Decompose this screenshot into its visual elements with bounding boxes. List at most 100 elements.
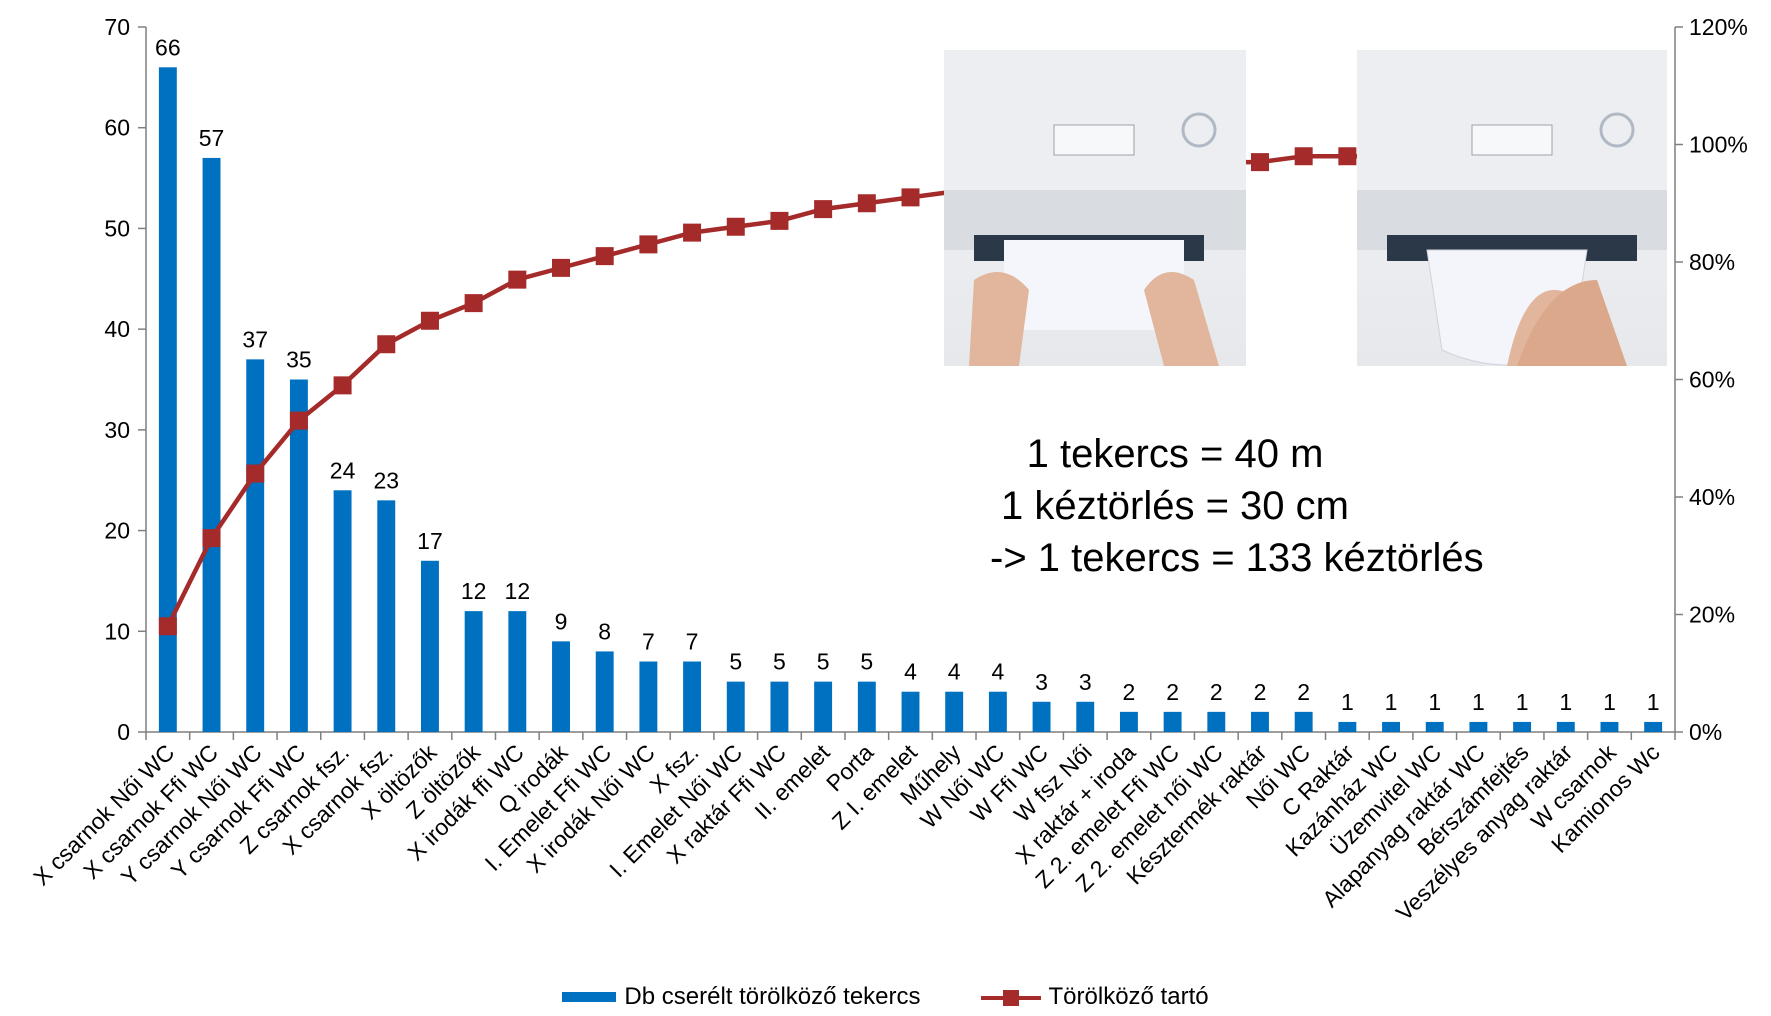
y-left-tick-label: 50 (104, 215, 130, 241)
bar-value-label: 24 (330, 457, 356, 483)
line-marker (683, 223, 702, 242)
line-marker (464, 294, 483, 313)
y-right-tick-label: 20% (1689, 602, 1735, 628)
bar (1338, 721, 1357, 732)
y-left-tick-label: 40 (104, 316, 130, 342)
y-right-tick-label: 0% (1689, 719, 1722, 745)
bar-value-label: 1 (1385, 689, 1398, 715)
line-marker (552, 258, 571, 277)
bar (202, 157, 221, 732)
bar (464, 611, 483, 732)
bar (1163, 711, 1182, 732)
bar-value-label: 12 (461, 578, 487, 604)
y-left-tick-label: 60 (104, 115, 130, 141)
bar-value-label: 1 (1341, 689, 1354, 715)
y-left-tick-label: 20 (104, 518, 130, 544)
bar (1119, 711, 1138, 732)
bar (1294, 711, 1313, 732)
bar (421, 560, 439, 732)
line-marker (508, 270, 527, 289)
bar-value-label: 4 (991, 659, 1004, 685)
y-right-tick-label: 80% (1689, 249, 1735, 275)
note-line-1: 1 tekercs = 40 m (1026, 432, 1324, 476)
bar-value-label: 9 (555, 608, 568, 634)
line-marker (726, 217, 745, 236)
bar-value-label: 1 (1647, 689, 1660, 715)
y-right-tick-label: 120% (1689, 14, 1748, 40)
line-marker (639, 235, 658, 254)
chart-legend: Db cserélt törölköző tekercs Törölköző t… (0, 983, 1771, 1011)
y-right-tick-label: 40% (1689, 484, 1735, 510)
line-marker (289, 411, 308, 430)
bar (333, 490, 352, 732)
bar-value-label: 7 (686, 629, 699, 655)
line-marker (333, 376, 352, 395)
line-marker (901, 188, 920, 207)
bar-value-label: 2 (1254, 679, 1267, 705)
bar-value-label: 4 (948, 659, 961, 685)
bar (158, 67, 177, 733)
y-right-tick-label: 60% (1689, 367, 1735, 393)
bar (683, 661, 702, 732)
bar-value-label: 1 (1603, 689, 1616, 715)
line-marker (202, 529, 221, 548)
bar-value-label: 1 (1516, 689, 1529, 715)
line-marker (814, 200, 833, 219)
bar-value-label: 3 (1079, 669, 1092, 695)
line-marker (158, 617, 177, 636)
line-marker (377, 335, 396, 354)
bar-value-label: 5 (860, 649, 873, 675)
bar (508, 611, 527, 732)
bar-value-label: 1 (1428, 689, 1441, 715)
bar (289, 379, 308, 732)
bar-value-label: 2 (1210, 679, 1223, 705)
y-right-tick-label: 100% (1689, 132, 1748, 158)
line-marker (246, 464, 265, 483)
y-left-tick-label: 30 (104, 417, 130, 443)
roll-conversion-note: 1 tekercs = 40 m 1 kéztörlés = 30 cm -> … (990, 428, 1484, 584)
line-marker (420, 311, 439, 330)
note-line-2: 1 kéztörlés = 30 cm (1001, 484, 1349, 528)
bar (1600, 721, 1619, 732)
bar (945, 691, 964, 732)
bar-value-label: 5 (773, 649, 786, 675)
bar (1076, 701, 1095, 732)
bar-value-label: 2 (1166, 679, 1179, 705)
legend-bar-swatch (562, 992, 617, 1002)
line-marker (1294, 147, 1313, 166)
bar (377, 500, 396, 732)
bar-value-label: 2 (1123, 679, 1136, 705)
bar (639, 661, 658, 732)
bar (1469, 721, 1488, 732)
bar (1513, 721, 1532, 732)
bar-value-label: 35 (286, 347, 312, 373)
legend-label-bars: Db cserélt törölköző tekercs (624, 983, 921, 1010)
bar-value-label: 8 (598, 618, 611, 644)
bar-value-label: 3 (1035, 669, 1048, 695)
legend-line-swatch (980, 987, 1041, 1007)
bar (552, 641, 570, 732)
towel-dispenser-photo-left (944, 50, 1246, 366)
bar (1207, 711, 1226, 732)
bar (814, 681, 833, 732)
line-marker (857, 194, 876, 213)
bar (857, 681, 876, 732)
legend-item-bars: Db cserélt törölköző tekercs (562, 983, 921, 1011)
bar-value-label: 12 (505, 578, 531, 604)
line-marker (595, 247, 614, 266)
bar-value-label: 5 (729, 649, 742, 675)
towel-dispenser-photo-right (1357, 50, 1667, 366)
bar (246, 359, 265, 732)
note-line-3: -> 1 tekercs = 133 kéztörlés (990, 536, 1484, 580)
bar (595, 651, 614, 732)
bar (1425, 721, 1444, 732)
bar-value-label: 37 (242, 326, 268, 352)
bar (1644, 721, 1663, 732)
legend-item-line: Törölköző tartó (980, 983, 1209, 1011)
y-left-tick-label: 0 (117, 719, 130, 745)
bar (770, 681, 789, 732)
bar-value-label: 2 (1297, 679, 1310, 705)
bar-value-label: 57 (199, 125, 225, 151)
bar (988, 691, 1007, 732)
